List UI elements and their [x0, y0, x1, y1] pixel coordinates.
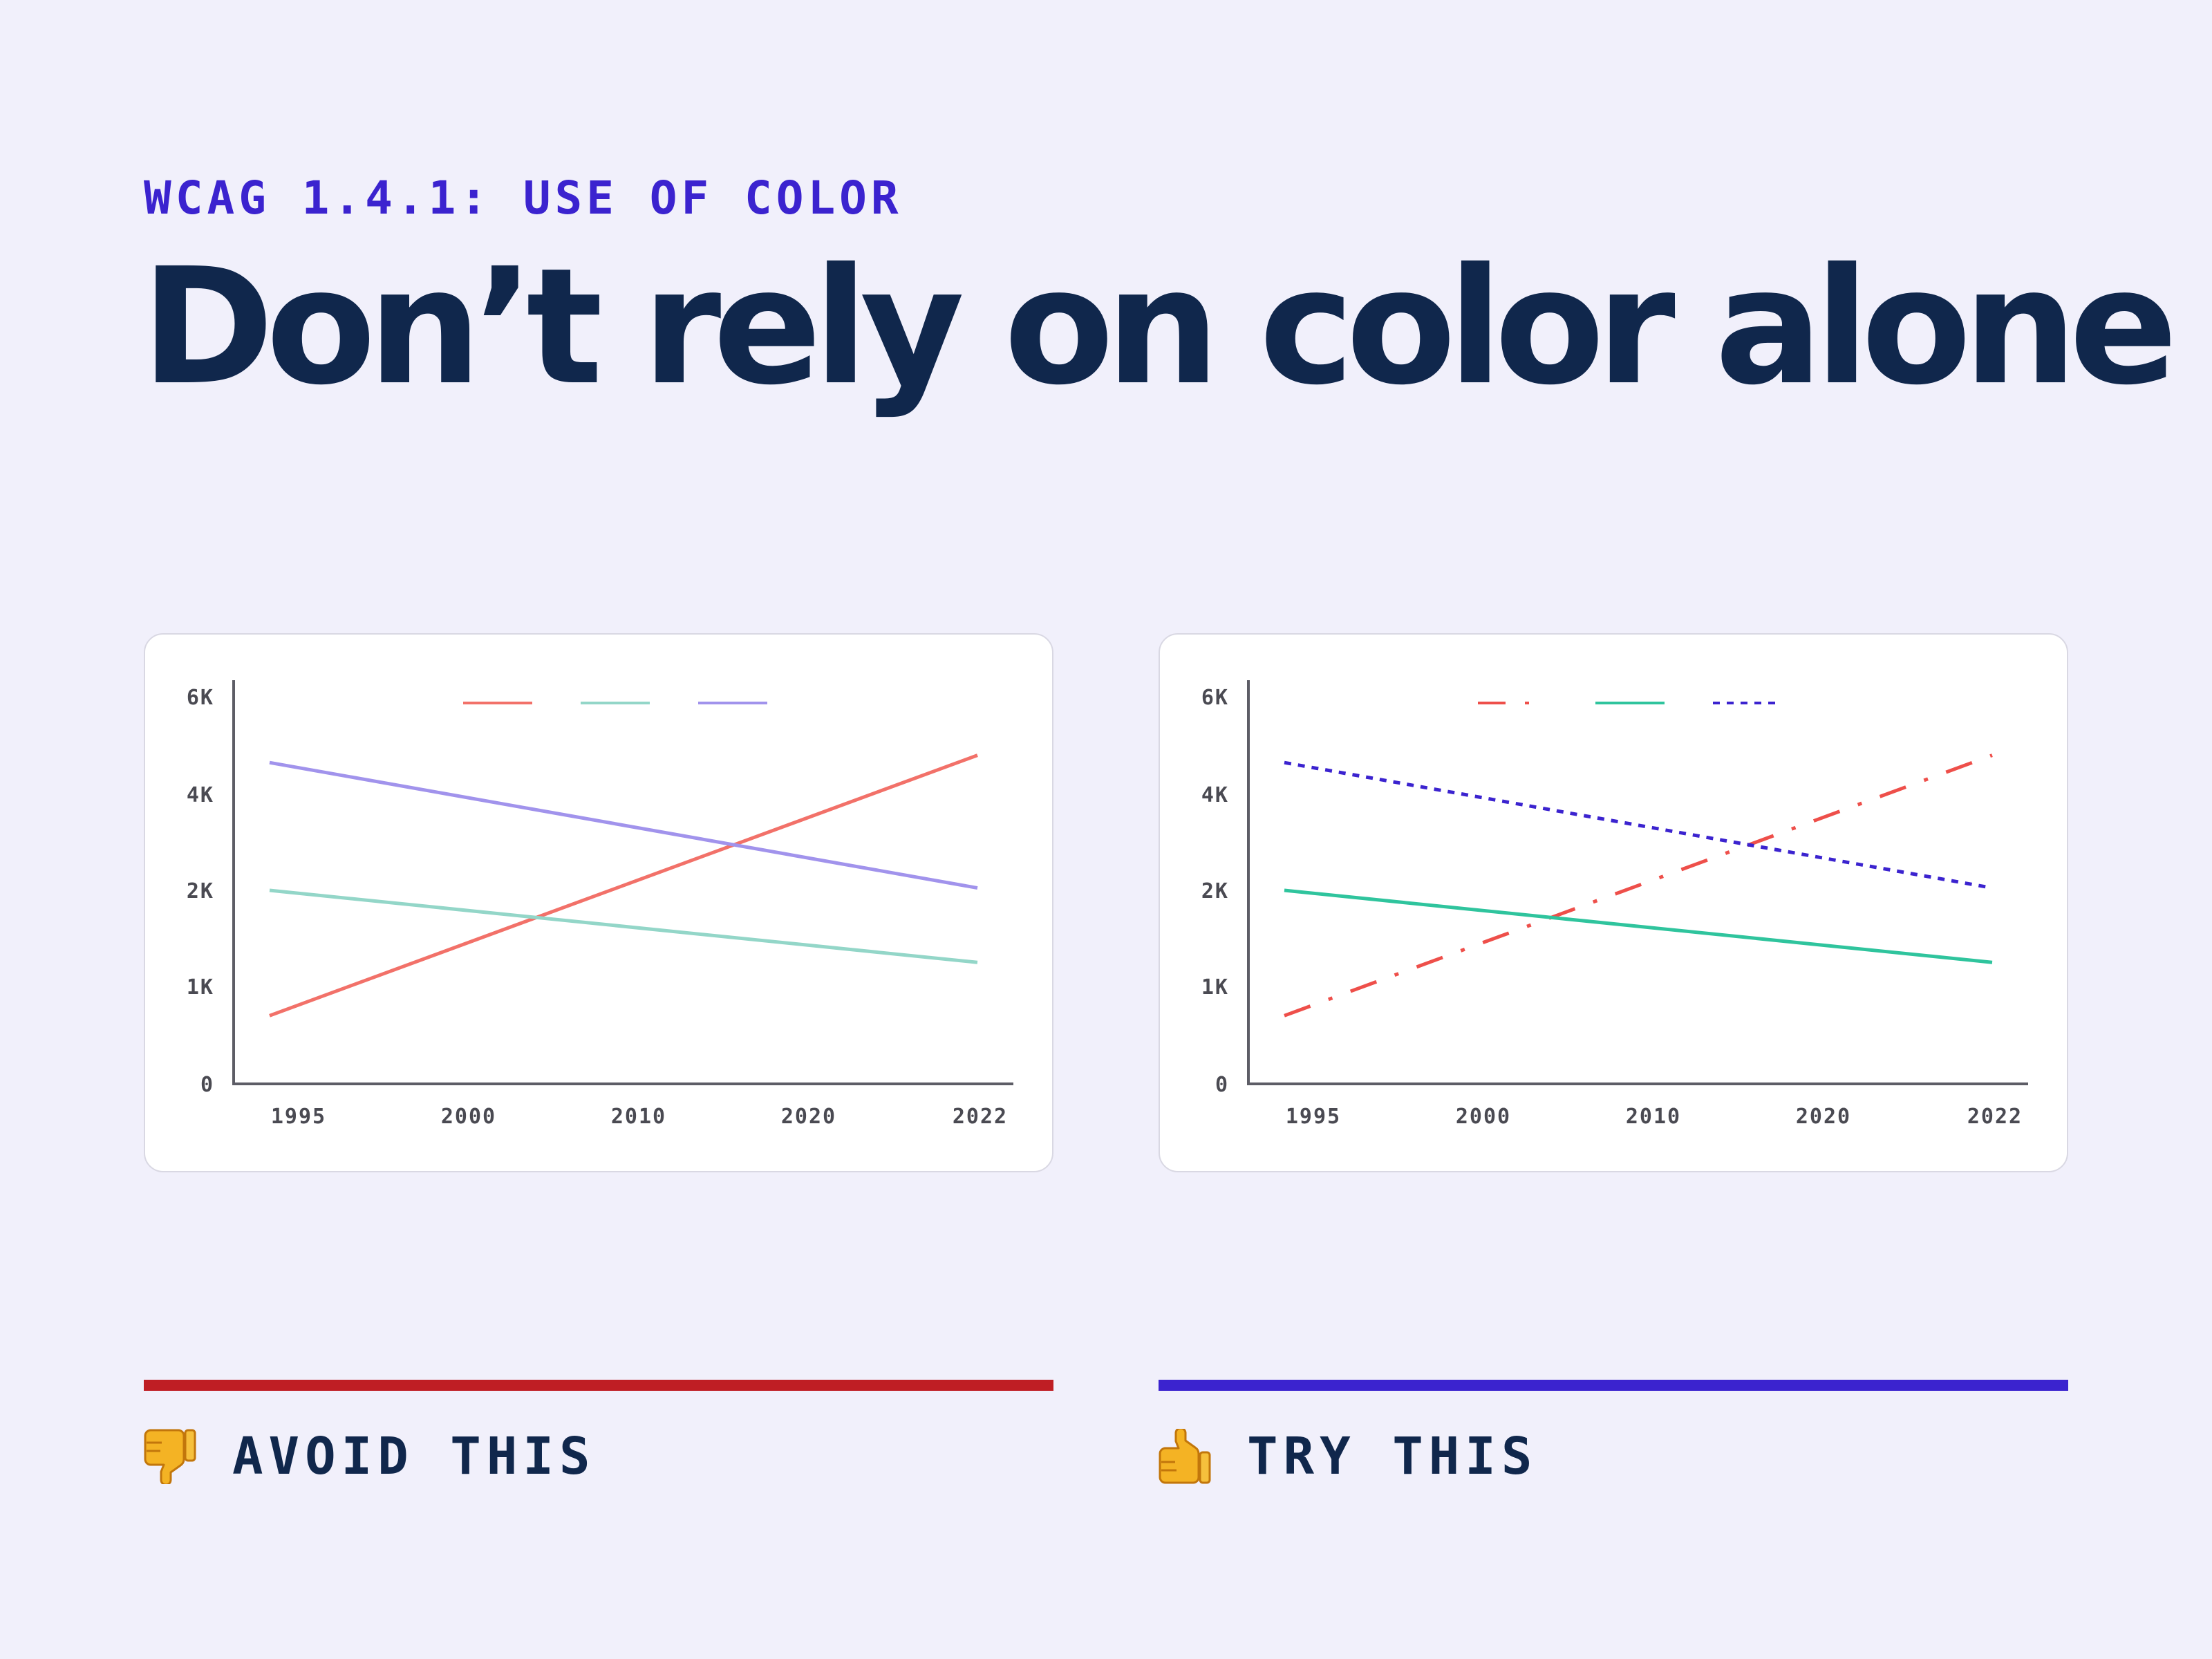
series-line [1284, 888, 1993, 964]
chart-card-avoid: 0 1K 2K 4K 6K 1995 2000 2010 2020 2022 [144, 633, 1053, 1172]
x-tick-label: 2020 [781, 1105, 836, 1129]
y-tick-label: 1K [1201, 975, 1229, 1000]
y-tick-label: 4K [187, 783, 214, 807]
try-divider [1159, 1380, 2068, 1391]
x-tick-label: 2022 [953, 1105, 1008, 1129]
chart-card-try: 0 1K 2K 4K 6K 1995 2000 2010 2020 2022 [1159, 633, 2068, 1172]
y-tick-label: 2K [1201, 879, 1229, 903]
try-verdict: TRY THIS [1159, 1427, 1537, 1486]
thumbs-up-icon [1159, 1429, 1211, 1484]
thumbs-down-icon [144, 1429, 196, 1484]
series-line [269, 760, 978, 890]
page-title: Don’t rely on color alone [141, 234, 2178, 420]
x-tick-label: 2010 [611, 1105, 666, 1129]
avoid-divider [144, 1380, 1053, 1391]
section-eyebrow: WCAG 1.4.1: USE OF COLOR [144, 171, 903, 225]
x-tick-label: 2000 [441, 1105, 496, 1129]
series-line [269, 888, 978, 964]
series-line [1284, 760, 1993, 890]
axis-lines [232, 680, 1013, 1085]
y-tick-label: 1K [187, 975, 214, 1000]
x-tick-label: 2020 [1796, 1105, 1851, 1129]
y-tick-label: 4K [1201, 783, 1229, 807]
x-tick-label: 1995 [271, 1105, 326, 1129]
series-line [1284, 753, 1993, 1018]
x-tick-label: 2000 [1456, 1105, 1511, 1129]
chart-avoid: 0 1K 2K 4K 6K 1995 2000 2010 2020 2022 [187, 680, 1013, 1129]
series-line [269, 753, 978, 1018]
axis-lines [1247, 680, 2028, 1085]
x-tick-label: 1995 [1286, 1105, 1341, 1129]
x-tick-label: 2010 [1626, 1105, 1681, 1129]
y-tick-label: 0 [1215, 1073, 1229, 1097]
avoid-label: AVOID THIS [232, 1427, 596, 1486]
y-tick-label: 6K [1201, 686, 1229, 710]
x-tick-label: 2022 [1967, 1105, 2023, 1129]
chart-try: 0 1K 2K 4K 6K 1995 2000 2010 2020 2022 [1201, 680, 2028, 1129]
avoid-verdict: AVOID THIS [144, 1427, 596, 1486]
y-tick-label: 6K [187, 686, 214, 710]
y-tick-label: 2K [187, 879, 214, 903]
y-tick-label: 0 [200, 1073, 214, 1097]
try-label: TRY THIS [1247, 1427, 1538, 1486]
